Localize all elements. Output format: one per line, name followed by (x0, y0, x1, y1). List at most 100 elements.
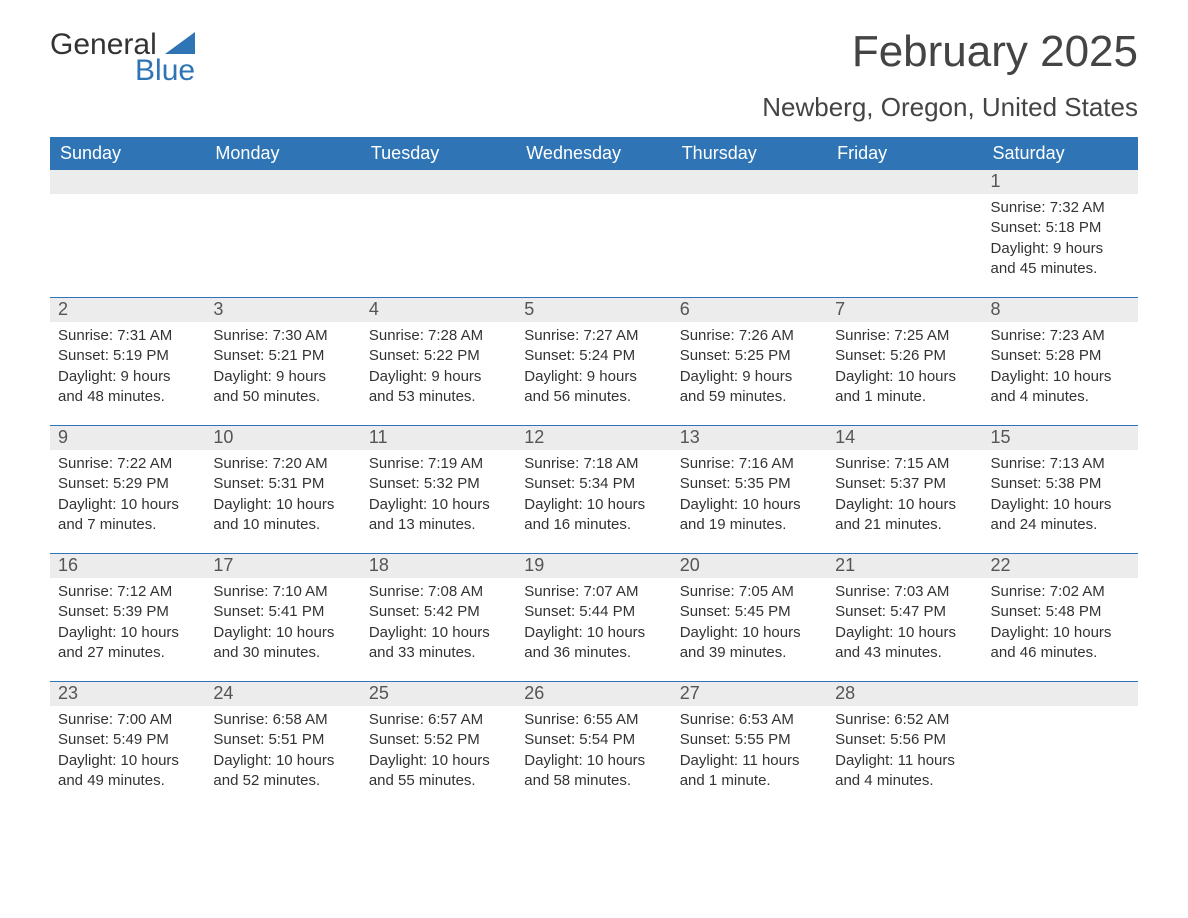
sunrise-text: Sunrise: 7:16 AM (680, 454, 819, 474)
day-number: 26 (516, 682, 671, 706)
calendar-day-cell: 23Sunrise: 7:00 AMSunset: 5:49 PMDayligh… (50, 682, 205, 809)
sunrise-text: Sunrise: 7:18 AM (524, 454, 663, 474)
sunrise-text: Sunrise: 7:20 AM (213, 454, 352, 474)
calendar-day-cell: 27Sunrise: 6:53 AMSunset: 5:55 PMDayligh… (672, 682, 827, 809)
sunset-text: Sunset: 5:32 PM (369, 474, 508, 494)
daylight-text: Daylight: 10 hours and 55 minutes. (369, 751, 508, 792)
daylight-text: Daylight: 10 hours and 19 minutes. (680, 495, 819, 536)
daylight-text: Daylight: 10 hours and 46 minutes. (991, 623, 1130, 664)
brand-logo: General Blue (50, 30, 195, 86)
daylight-text: Daylight: 10 hours and 4 minutes. (991, 367, 1130, 408)
calendar-day-cell: 10Sunrise: 7:20 AMSunset: 5:31 PMDayligh… (205, 426, 360, 553)
daylight-text: Daylight: 10 hours and 24 minutes. (991, 495, 1130, 536)
day-body: Sunrise: 7:19 AMSunset: 5:32 PMDaylight:… (361, 450, 516, 535)
sunrise-text: Sunrise: 6:58 AM (213, 710, 352, 730)
daylight-text: Daylight: 10 hours and 13 minutes. (369, 495, 508, 536)
daylight-text: Daylight: 10 hours and 39 minutes. (680, 623, 819, 664)
day-body: Sunrise: 6:57 AMSunset: 5:52 PMDaylight:… (361, 706, 516, 791)
sunset-text: Sunset: 5:29 PM (58, 474, 197, 494)
daylight-text: Daylight: 10 hours and 36 minutes. (524, 623, 663, 664)
day-number (983, 682, 1138, 706)
sunrise-text: Sunrise: 7:10 AM (213, 582, 352, 602)
sunset-text: Sunset: 5:42 PM (369, 602, 508, 622)
daylight-text: Daylight: 10 hours and 21 minutes. (835, 495, 974, 536)
calendar-day-cell: 19Sunrise: 7:07 AMSunset: 5:44 PMDayligh… (516, 554, 671, 681)
sunset-text: Sunset: 5:52 PM (369, 730, 508, 750)
sunset-text: Sunset: 5:39 PM (58, 602, 197, 622)
day-body: Sunrise: 7:22 AMSunset: 5:29 PMDaylight:… (50, 450, 205, 535)
day-number: 4 (361, 298, 516, 322)
day-number: 2 (50, 298, 205, 322)
sunrise-text: Sunrise: 7:27 AM (524, 326, 663, 346)
calendar-day-cell (983, 682, 1138, 809)
sunrise-text: Sunrise: 6:55 AM (524, 710, 663, 730)
sunrise-text: Sunrise: 7:19 AM (369, 454, 508, 474)
day-number: 10 (205, 426, 360, 450)
calendar-day-cell (205, 170, 360, 297)
daylight-text: Daylight: 10 hours and 49 minutes. (58, 751, 197, 792)
day-body: Sunrise: 7:30 AMSunset: 5:21 PMDaylight:… (205, 322, 360, 407)
sunset-text: Sunset: 5:45 PM (680, 602, 819, 622)
sunrise-text: Sunrise: 7:32 AM (991, 198, 1130, 218)
calendar-day-cell: 4Sunrise: 7:28 AMSunset: 5:22 PMDaylight… (361, 298, 516, 425)
day-number (827, 170, 982, 194)
day-number: 8 (983, 298, 1138, 322)
daylight-text: Daylight: 10 hours and 1 minute. (835, 367, 974, 408)
day-number: 3 (205, 298, 360, 322)
daylight-text: Daylight: 9 hours and 53 minutes. (369, 367, 508, 408)
calendar-day-cell (50, 170, 205, 297)
calendar-day-cell (516, 170, 671, 297)
day-number: 7 (827, 298, 982, 322)
daylight-text: Daylight: 9 hours and 45 minutes. (991, 239, 1130, 280)
day-body: Sunrise: 7:08 AMSunset: 5:42 PMDaylight:… (361, 578, 516, 663)
day-number: 5 (516, 298, 671, 322)
sunset-text: Sunset: 5:21 PM (213, 346, 352, 366)
day-body: Sunrise: 7:18 AMSunset: 5:34 PMDaylight:… (516, 450, 671, 535)
day-number: 14 (827, 426, 982, 450)
page-title: February 2025 (762, 30, 1138, 74)
sunrise-text: Sunrise: 7:22 AM (58, 454, 197, 474)
daylight-text: Daylight: 10 hours and 27 minutes. (58, 623, 197, 664)
daylight-text: Daylight: 11 hours and 1 minute. (680, 751, 819, 792)
day-body: Sunrise: 7:27 AMSunset: 5:24 PMDaylight:… (516, 322, 671, 407)
sunset-text: Sunset: 5:34 PM (524, 474, 663, 494)
day-body (50, 194, 205, 198)
day-number: 24 (205, 682, 360, 706)
dow-cell: Friday (827, 137, 982, 170)
sunset-text: Sunset: 5:54 PM (524, 730, 663, 750)
day-number (672, 170, 827, 194)
day-number: 13 (672, 426, 827, 450)
day-body: Sunrise: 7:10 AMSunset: 5:41 PMDaylight:… (205, 578, 360, 663)
calendar-day-cell: 9Sunrise: 7:22 AMSunset: 5:29 PMDaylight… (50, 426, 205, 553)
calendar-day-cell: 17Sunrise: 7:10 AMSunset: 5:41 PMDayligh… (205, 554, 360, 681)
dow-cell: Sunday (50, 137, 205, 170)
sunset-text: Sunset: 5:28 PM (991, 346, 1130, 366)
day-number: 22 (983, 554, 1138, 578)
day-body: Sunrise: 7:13 AMSunset: 5:38 PMDaylight:… (983, 450, 1138, 535)
day-body: Sunrise: 6:55 AMSunset: 5:54 PMDaylight:… (516, 706, 671, 791)
sunrise-text: Sunrise: 7:13 AM (991, 454, 1130, 474)
dow-cell: Saturday (983, 137, 1138, 170)
daylight-text: Daylight: 10 hours and 7 minutes. (58, 495, 197, 536)
header-row: General Blue February 2025 Newberg, Oreg… (50, 30, 1138, 123)
daylight-text: Daylight: 10 hours and 16 minutes. (524, 495, 663, 536)
calendar-day-cell: 26Sunrise: 6:55 AMSunset: 5:54 PMDayligh… (516, 682, 671, 809)
calendar-day-cell: 2Sunrise: 7:31 AMSunset: 5:19 PMDaylight… (50, 298, 205, 425)
sunset-text: Sunset: 5:26 PM (835, 346, 974, 366)
dow-cell: Wednesday (516, 137, 671, 170)
calendar-day-cell: 18Sunrise: 7:08 AMSunset: 5:42 PMDayligh… (361, 554, 516, 681)
calendar-day-cell: 1Sunrise: 7:32 AMSunset: 5:18 PMDaylight… (983, 170, 1138, 297)
dow-cell: Monday (205, 137, 360, 170)
sunset-text: Sunset: 5:44 PM (524, 602, 663, 622)
sunset-text: Sunset: 5:25 PM (680, 346, 819, 366)
title-block: February 2025 Newberg, Oregon, United St… (762, 30, 1138, 123)
sunrise-text: Sunrise: 7:12 AM (58, 582, 197, 602)
calendar-day-cell: 20Sunrise: 7:05 AMSunset: 5:45 PMDayligh… (672, 554, 827, 681)
day-number: 28 (827, 682, 982, 706)
day-body (827, 194, 982, 198)
calendar-day-cell: 13Sunrise: 7:16 AMSunset: 5:35 PMDayligh… (672, 426, 827, 553)
dow-cell: Thursday (672, 137, 827, 170)
day-body: Sunrise: 7:25 AMSunset: 5:26 PMDaylight:… (827, 322, 982, 407)
day-number: 17 (205, 554, 360, 578)
daylight-text: Daylight: 11 hours and 4 minutes. (835, 751, 974, 792)
